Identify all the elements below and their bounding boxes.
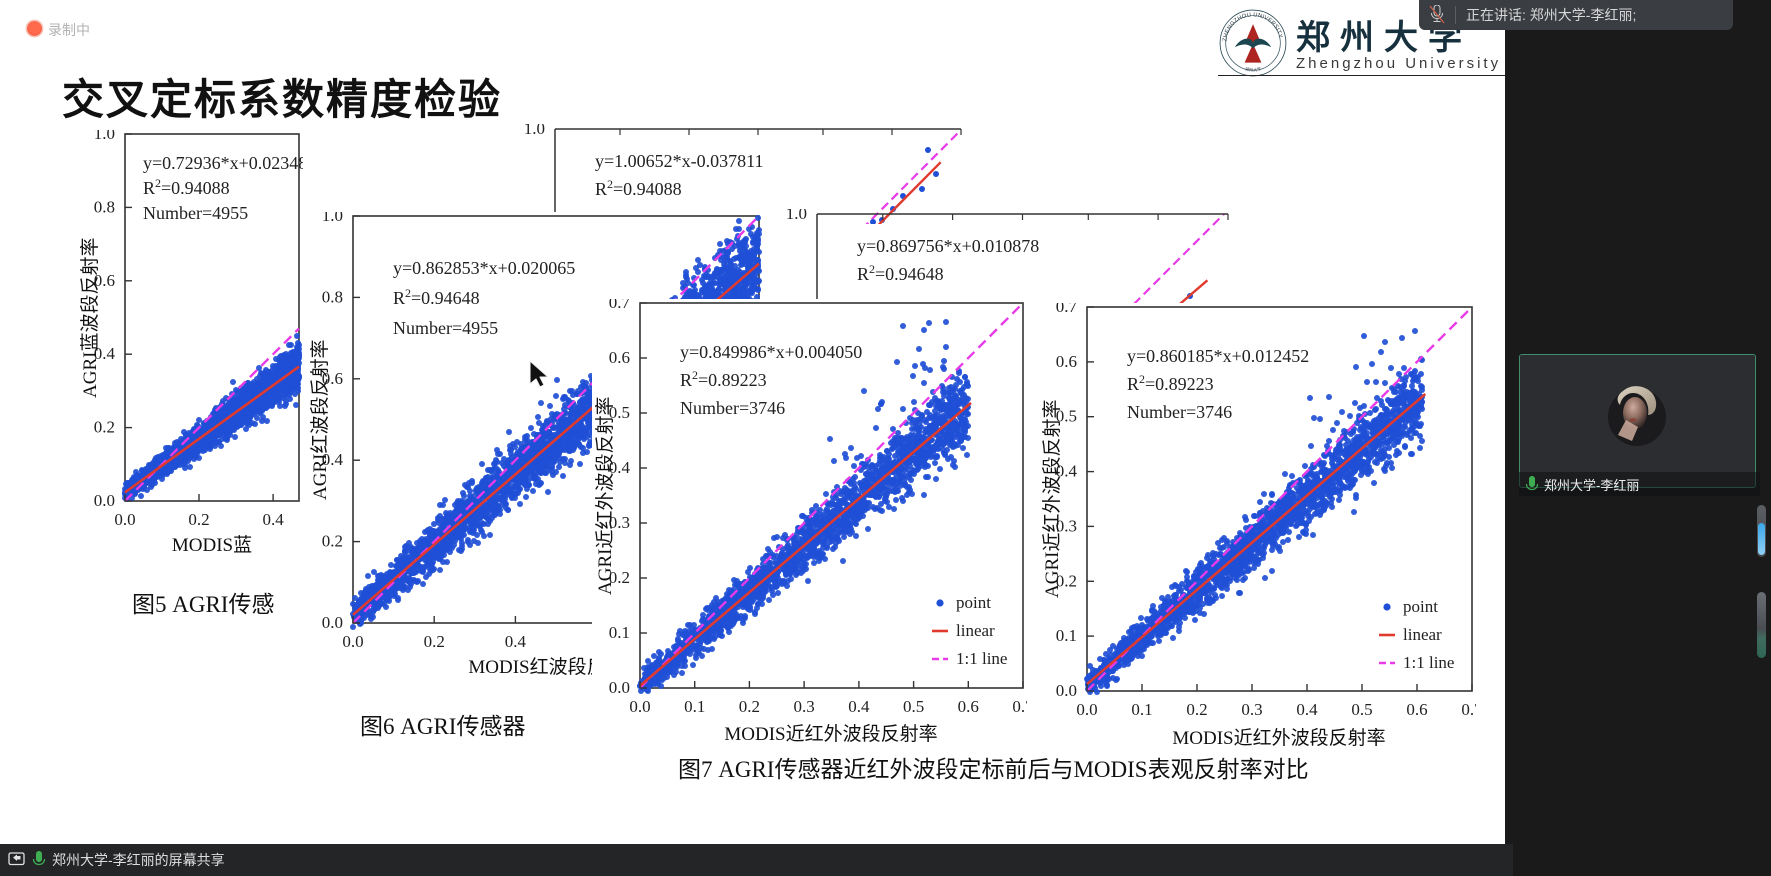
svg-text:y=0.72936*x+0.02348: y=0.72936*x+0.02348 (143, 153, 303, 173)
svg-text:y=0.869756*x+0.010878: y=0.869756*x+0.010878 (857, 236, 1039, 256)
svg-text:0.2: 0.2 (94, 418, 115, 437)
svg-text:0.8: 0.8 (94, 197, 115, 216)
svg-text:1.0: 1.0 (787, 209, 807, 223)
svg-text:0.2: 0.2 (188, 510, 209, 529)
svg-text:0.4: 0.4 (262, 510, 284, 529)
svg-text:R2=0.94088: R2=0.94088 (595, 177, 682, 199)
svg-text:0.0: 0.0 (114, 510, 135, 529)
svg-text:R2=0.94648: R2=0.94648 (857, 262, 944, 284)
svg-text:1.0: 1.0 (525, 124, 545, 138)
svg-text:1.0: 1.0 (94, 130, 115, 143)
svg-text:R2=0.94088: R2=0.94088 (143, 176, 230, 198)
svg-text:0.0: 0.0 (94, 491, 115, 510)
svg-text:Number=4955: Number=4955 (143, 203, 248, 223)
svg-text:y=1.00652*x-0.037811: y=1.00652*x-0.037811 (595, 151, 763, 171)
